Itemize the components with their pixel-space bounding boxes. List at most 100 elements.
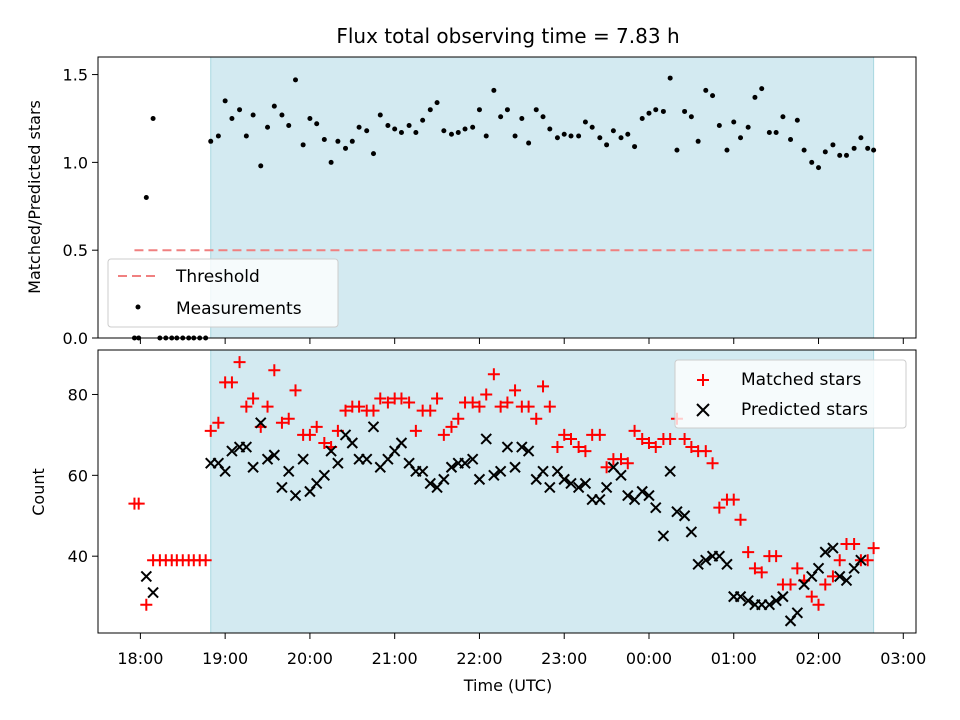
predicted-star-point [664, 465, 676, 477]
predicted-star-point [671, 506, 683, 518]
matched-star-point [636, 432, 649, 445]
measurement-point [561, 131, 567, 137]
matched-star-point [381, 396, 394, 409]
measurement-point [540, 114, 546, 120]
predicted-star-point [276, 481, 288, 494]
chart-title: Flux total observing time = 7.83 h [336, 24, 679, 48]
measurement-point [229, 115, 235, 121]
matched-star-point [437, 428, 450, 441]
measurement-point [752, 94, 758, 100]
matched-star-point [247, 392, 260, 405]
matched-star-point [867, 542, 880, 555]
predicted-star-point [700, 554, 712, 566]
predicted-star-point [777, 590, 789, 603]
measurement-point [794, 117, 800, 123]
predicted-star-point [268, 449, 281, 461]
measurement-point [667, 75, 673, 81]
matched-star-point [501, 396, 514, 409]
measurement-point [780, 114, 786, 120]
predicted-star-point [742, 594, 754, 607]
measurement-point [328, 159, 334, 165]
measurement-point [660, 108, 666, 114]
measurement-point [837, 152, 843, 158]
legend-threshold-label: Threshold [175, 267, 260, 287]
predicted-star-point [763, 598, 776, 611]
x-tick-label: 02:00 [795, 649, 841, 668]
predicted-star-point [501, 441, 514, 453]
predicted-star-point [572, 481, 585, 494]
predicted-star-point [424, 477, 436, 490]
measurement-point [143, 195, 149, 200]
matched-star-point [699, 445, 712, 458]
matched-star-point [240, 400, 253, 413]
matched-star-point [409, 424, 422, 437]
predicted-star-point [770, 594, 782, 607]
bottom-legend: Matched stars Predicted stars [674, 359, 907, 429]
measurement-point [406, 122, 412, 128]
matched-star-point [649, 441, 662, 454]
matched-star-point [826, 570, 839, 583]
measurement-point [483, 133, 489, 139]
top-y-tick-label: 1.5 [63, 66, 88, 85]
predicted-star-point [480, 433, 492, 445]
matched-star-point [140, 598, 153, 611]
measurement-point [237, 107, 243, 113]
predicted-star-point [791, 607, 804, 619]
predicted-star-point [395, 437, 408, 449]
measurement-point [385, 122, 391, 128]
measurement-point [455, 130, 461, 136]
matched-star-point [480, 388, 493, 401]
predicted-star-point [219, 465, 231, 477]
top-y-tick-label: 0.5 [63, 241, 88, 260]
matched-star-point [564, 432, 577, 445]
x-tick-label: 21:00 [372, 649, 418, 668]
matched-star-point [727, 493, 740, 506]
top-y-tick-label: 0.0 [63, 329, 88, 348]
measurement-point [343, 145, 349, 151]
matched-star-point [685, 441, 698, 454]
predicted-star-point [650, 501, 662, 514]
predicted-star-point [834, 570, 846, 583]
measurement-point [215, 133, 221, 139]
matched-star-point [664, 432, 677, 445]
predicted-star-point [247, 461, 259, 473]
matched-star-point [445, 420, 458, 433]
measurement-point [533, 107, 539, 113]
predicted-stars-points [140, 417, 867, 627]
measurement-point [370, 151, 376, 157]
measurement-point [766, 130, 772, 136]
matched-star-point [509, 384, 522, 397]
matched-star-point [530, 412, 543, 425]
matched-star-point [784, 578, 797, 591]
legend-measurements-label: Measurements [176, 299, 302, 319]
matched-star-point [621, 457, 634, 470]
measurement-point [731, 119, 737, 125]
matched-star-point [318, 436, 331, 449]
measurement-point [816, 165, 822, 171]
matched-star-point [628, 424, 641, 437]
measurement-point [150, 115, 156, 121]
predicted-star-point [445, 461, 458, 473]
legend-measurements-swatch [135, 304, 141, 310]
predicted-star-point [565, 477, 577, 490]
matched-star-point [600, 461, 613, 474]
predicted-star-point [488, 469, 500, 482]
top-axes-frame [97, 56, 917, 339]
measurement-point [512, 133, 518, 139]
predicted-star-point [734, 590, 747, 603]
bottom-y-tick-label: 80 [68, 385, 88, 404]
measurement-point [843, 152, 849, 158]
matched-star-point [473, 400, 486, 413]
measurement-point [871, 147, 877, 153]
bottom-x-ticks: 18:00 19:00 20:00 21:00 22:00 23:00 00:00 01:00… [117, 633, 926, 668]
matched-star-point [199, 554, 212, 567]
top-legend: Threshold Measurements [107, 258, 339, 328]
bottom-y-tick-label: 60 [68, 466, 88, 485]
top-y-tick-label: 1.0 [63, 153, 88, 172]
top-panel: 0.0 0.5 1.0 1.5 Matched/Predicted stars Thr… [25, 56, 917, 348]
predicted-star-point [855, 554, 867, 566]
x-tick-label: 22:00 [456, 649, 502, 668]
predicted-star-point [473, 473, 486, 486]
matched-star-point [339, 404, 352, 417]
